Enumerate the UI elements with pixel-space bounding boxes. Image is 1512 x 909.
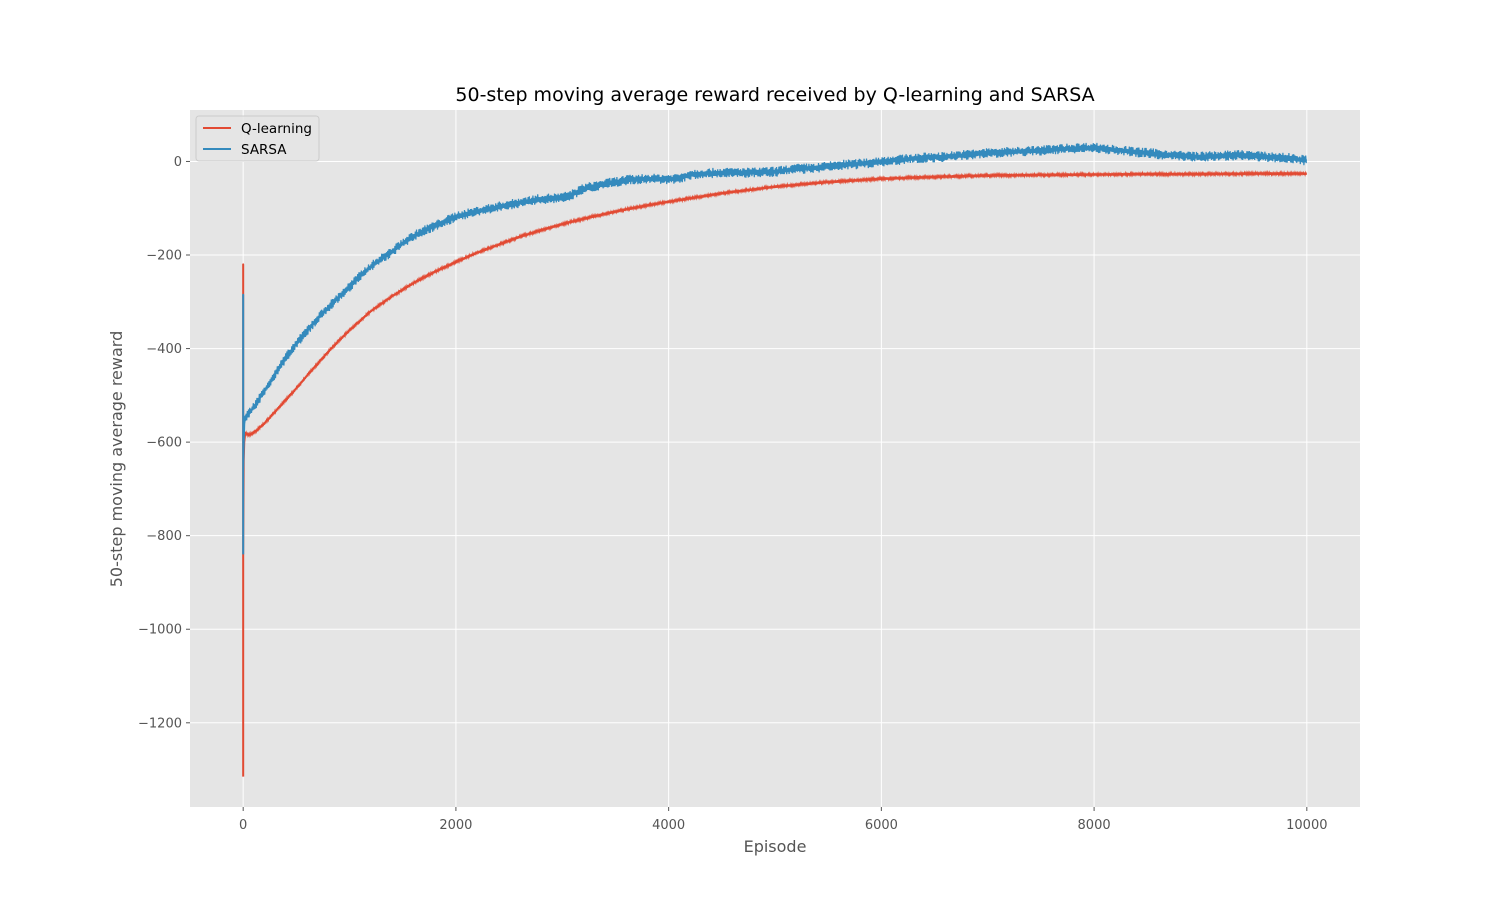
y-tick-label: 0 [174, 155, 182, 170]
y-tick-label: −800 [146, 529, 182, 544]
y-tick-label: −1000 [138, 623, 182, 638]
series-line-q-learning [242, 172, 1307, 777]
y-tick-label: −1200 [138, 716, 182, 731]
x-tick-label: 2000 [439, 818, 472, 833]
grid-lines [190, 110, 1360, 807]
y-tick-label: −400 [146, 342, 182, 357]
x-axis-ticks: 0 2000 4000 6000 8000 10000 [239, 807, 1327, 833]
x-tick-label: 6000 [865, 818, 898, 833]
y-axis-ticks: 0 −200 −400 −600 −800 −1000 −1200 [138, 155, 190, 731]
x-tick-label: 4000 [652, 818, 685, 833]
x-tick-label: 0 [239, 818, 247, 833]
x-tick-label: 8000 [1078, 818, 1111, 833]
x-axis-label: Episode [744, 837, 807, 856]
series-line-sarsa [242, 146, 1307, 555]
x-tick-label: 10000 [1286, 818, 1327, 833]
y-tick-label: −600 [146, 436, 182, 451]
y-axis-label: 50-step moving average reward [107, 331, 126, 588]
series-layer [242, 142, 1307, 777]
legend: Q-learning SARSA [195, 115, 320, 162]
plot-background [190, 110, 1360, 807]
legend-label-q-learning: Q-learning [241, 121, 312, 137]
chart-title: 50-step moving average reward received b… [455, 84, 1094, 106]
y-tick-label: −200 [146, 249, 182, 264]
legend-label-sarsa: SARSA [241, 142, 287, 158]
